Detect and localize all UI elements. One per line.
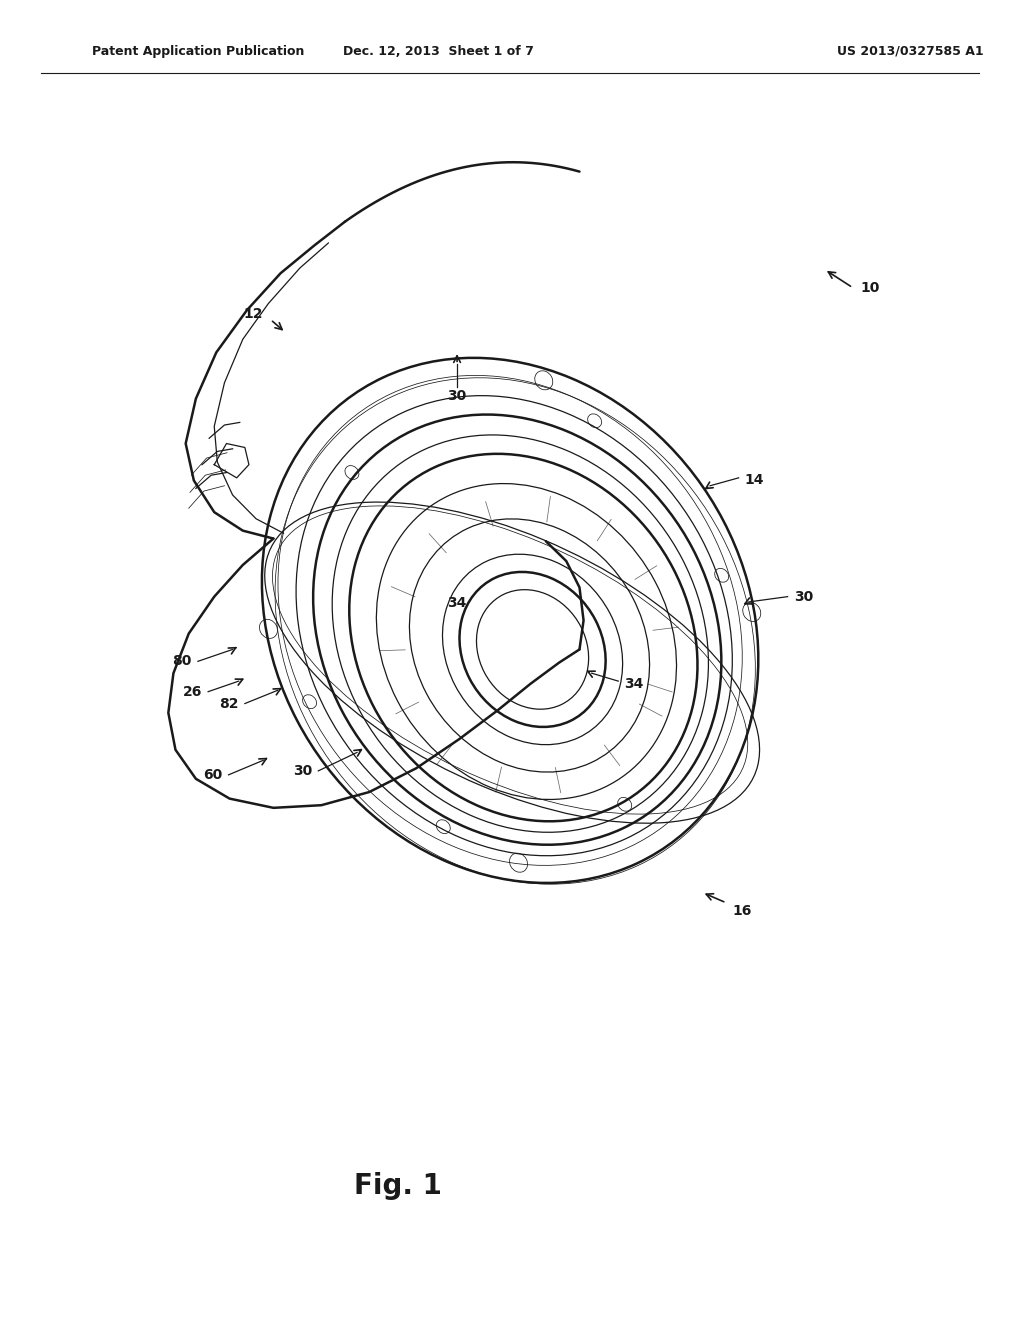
Text: 34: 34 bbox=[625, 677, 644, 690]
Text: 26: 26 bbox=[182, 685, 202, 698]
Text: Fig. 1: Fig. 1 bbox=[354, 1172, 441, 1200]
Text: 16: 16 bbox=[732, 904, 752, 917]
Text: 10: 10 bbox=[860, 281, 880, 294]
Text: 80: 80 bbox=[172, 655, 191, 668]
Text: 30: 30 bbox=[293, 764, 312, 777]
Text: 12: 12 bbox=[244, 308, 263, 321]
Text: 14: 14 bbox=[744, 474, 764, 487]
Text: 60: 60 bbox=[203, 768, 222, 781]
Text: Patent Application Publication: Patent Application Publication bbox=[92, 45, 304, 58]
Text: 34: 34 bbox=[447, 597, 467, 610]
Text: 30: 30 bbox=[447, 389, 467, 403]
Text: 82: 82 bbox=[219, 697, 239, 710]
Text: US 2013/0327585 A1: US 2013/0327585 A1 bbox=[837, 45, 983, 58]
Text: Dec. 12, 2013  Sheet 1 of 7: Dec. 12, 2013 Sheet 1 of 7 bbox=[343, 45, 535, 58]
Text: 30: 30 bbox=[794, 590, 813, 603]
